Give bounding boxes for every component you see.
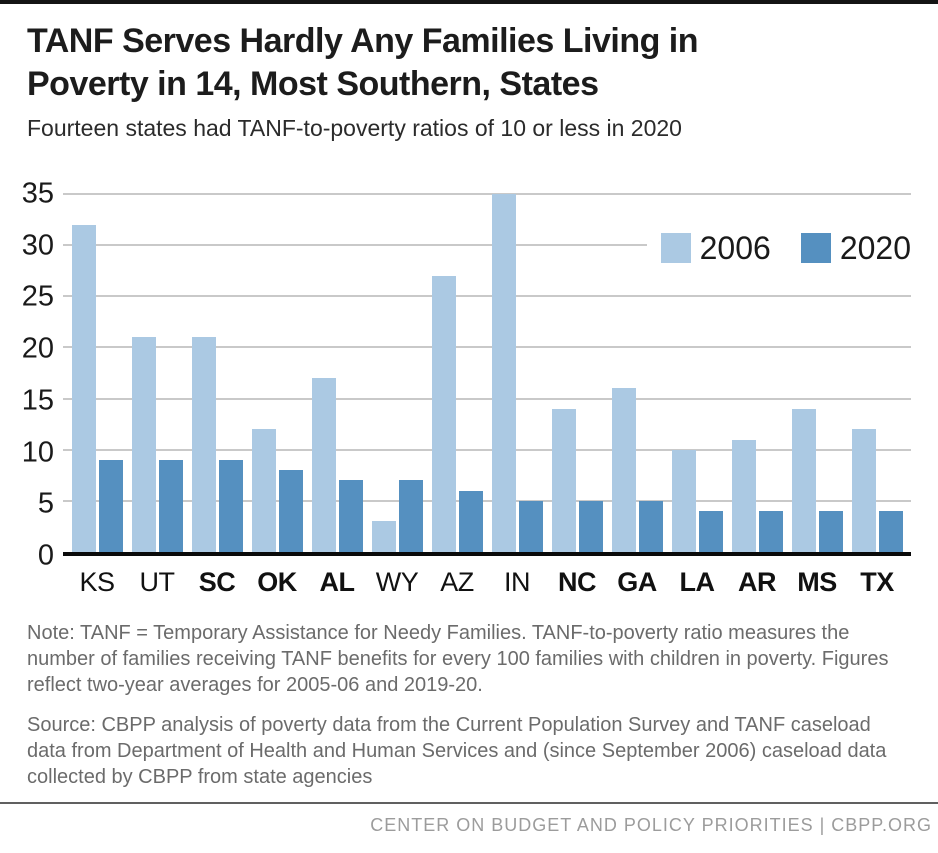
- page-subtitle: Fourteen states had TANF-to-poverty rati…: [27, 115, 682, 141]
- x-tick-label-SC: SC: [198, 567, 236, 597]
- bar-group-AZ: [427, 194, 487, 552]
- bar-chart: 0 5 10 15 20 25 30 35 2006 2020 KS UT SC OK AL WY AZ IN…: [22, 179, 911, 598]
- chart-legend: 2006 2020: [646, 222, 911, 274]
- bar-2006-KS: [71, 224, 96, 552]
- bar-2006-IN: [491, 194, 516, 552]
- bar-2020-NC: [578, 500, 603, 552]
- gridline-35: [63, 193, 911, 195]
- bar-2006-AZ: [431, 275, 456, 552]
- bar-2020-GA: [638, 500, 663, 552]
- bar-2006-OK: [251, 429, 276, 552]
- y-tick-label-0: 0: [37, 539, 54, 572]
- x-tick-label-AZ: AZ: [440, 567, 474, 597]
- x-tick-label-AR: AR: [738, 567, 777, 597]
- bar-group-AR: [727, 194, 787, 552]
- note-text: Note: TANF = Temporary Assistance for Ne…: [27, 622, 889, 696]
- x-tick-label-IN: IN: [504, 567, 531, 597]
- y-tick-label-10: 10: [21, 436, 54, 469]
- bar-2020-SC: [218, 459, 243, 552]
- bar-2006-SC: [191, 337, 216, 552]
- legend-label-2020: 2020: [839, 230, 911, 266]
- bar-2020-TX: [878, 511, 903, 552]
- x-tick-label-TX: TX: [860, 567, 894, 597]
- y-tick-label-20: 20: [21, 332, 54, 365]
- gridline-25: [63, 295, 911, 298]
- x-tick-label-OK: OK: [257, 567, 297, 597]
- bar-group-LA: [667, 194, 727, 552]
- y-tick-label-25: 25: [21, 280, 54, 313]
- y-axis: 0 5 10 15 20 25 30 35: [22, 179, 63, 570]
- bar-2020-IN: [518, 500, 543, 552]
- y-tick-label-15: 15: [21, 384, 54, 417]
- bar-2020-AZ: [458, 490, 483, 552]
- page-title-line1: TANF Serves Hardly Any Families Living i…: [27, 22, 699, 60]
- bar-2020-WY: [398, 480, 423, 552]
- x-axis: KS UT SC OK AL WY AZ IN NC GA LA AR MS TX: [63, 567, 911, 598]
- legend-label-2006: 2006: [699, 230, 771, 266]
- x-tick-label-UT: UT: [139, 567, 176, 597]
- gridline-5: [63, 499, 911, 502]
- page-content: TANF Serves Hardly Any Families Living i…: [0, 20, 938, 790]
- bar-group-MS: [787, 194, 847, 552]
- x-tick-label-WY: WY: [375, 567, 419, 597]
- y-tick-label-5: 5: [37, 487, 54, 520]
- x-tick-label-AL: AL: [319, 567, 356, 597]
- bar-2006-UT: [131, 337, 156, 552]
- bar-2006-MS: [791, 408, 816, 552]
- plot-area: 2006 2020: [63, 193, 911, 556]
- bars-container: [63, 194, 911, 552]
- bar-2020-KS: [98, 459, 123, 552]
- x-tick-label-NC: NC: [558, 567, 597, 597]
- legend-entry-2006: 2006: [660, 230, 771, 266]
- bar-2020-MS: [818, 511, 843, 552]
- source-text: Source: CBPP analysis of poverty data fr…: [27, 714, 887, 788]
- gridline-20: [63, 346, 911, 349]
- bar-2020-UT: [158, 459, 183, 552]
- x-tick-label-MS: MS: [797, 567, 837, 597]
- bar-group-NC: [547, 194, 607, 552]
- bar-group-IN: [487, 194, 547, 552]
- bar-group-TX: [847, 194, 907, 552]
- bar-2020-LA: [698, 511, 723, 552]
- bar-2020-OK: [278, 470, 303, 552]
- legend-entry-2020: 2020: [800, 230, 911, 266]
- x-tick-label-GA: GA: [617, 567, 657, 597]
- gridline-10: [63, 448, 911, 451]
- x-tick-label-KS: KS: [79, 567, 115, 597]
- bar-group-AL: [307, 194, 367, 552]
- bar-2006-AR: [731, 439, 756, 552]
- footer: CENTER ON BUDGET AND POLICY PRIORITIES |…: [0, 802, 938, 836]
- bar-2006-NC: [551, 408, 576, 552]
- bar-2006-GA: [611, 388, 636, 552]
- bar-2006-WY: [371, 521, 396, 552]
- gridline-15: [63, 397, 911, 400]
- bar-group-UT: [127, 194, 187, 552]
- bar-2020-AR: [758, 511, 783, 552]
- bar-2006-TX: [851, 429, 876, 552]
- bar-2006-AL: [311, 378, 336, 552]
- bar-group-OK: [247, 194, 307, 552]
- footer-attribution-text: CENTER ON BUDGET AND POLICY PRIORITIES |…: [370, 815, 932, 835]
- bar-2006-LA: [671, 449, 696, 552]
- bar-group-WY: [367, 194, 427, 552]
- bar-2020-AL: [338, 480, 363, 552]
- y-tick-label-35: 35: [21, 177, 54, 210]
- page-title: TANF Serves Hardly Any Families Living i…: [27, 20, 911, 106]
- bar-group-GA: [607, 194, 667, 552]
- bar-group-KS: [67, 194, 127, 552]
- bar-group-SC: [187, 194, 247, 552]
- page-title-line2: Poverty in 14, Most Southern, States: [27, 65, 599, 103]
- x-tick-label-LA: LA: [679, 567, 716, 597]
- y-tick-label-30: 30: [21, 229, 54, 262]
- chart-row: 0 5 10 15 20 25 30 35 2006 2020: [22, 179, 911, 570]
- gridline-30: [63, 244, 911, 247]
- legend-swatch-2020: [800, 233, 831, 263]
- top-accent-bar: [0, 0, 938, 4]
- legend-swatch-2006: [660, 233, 691, 263]
